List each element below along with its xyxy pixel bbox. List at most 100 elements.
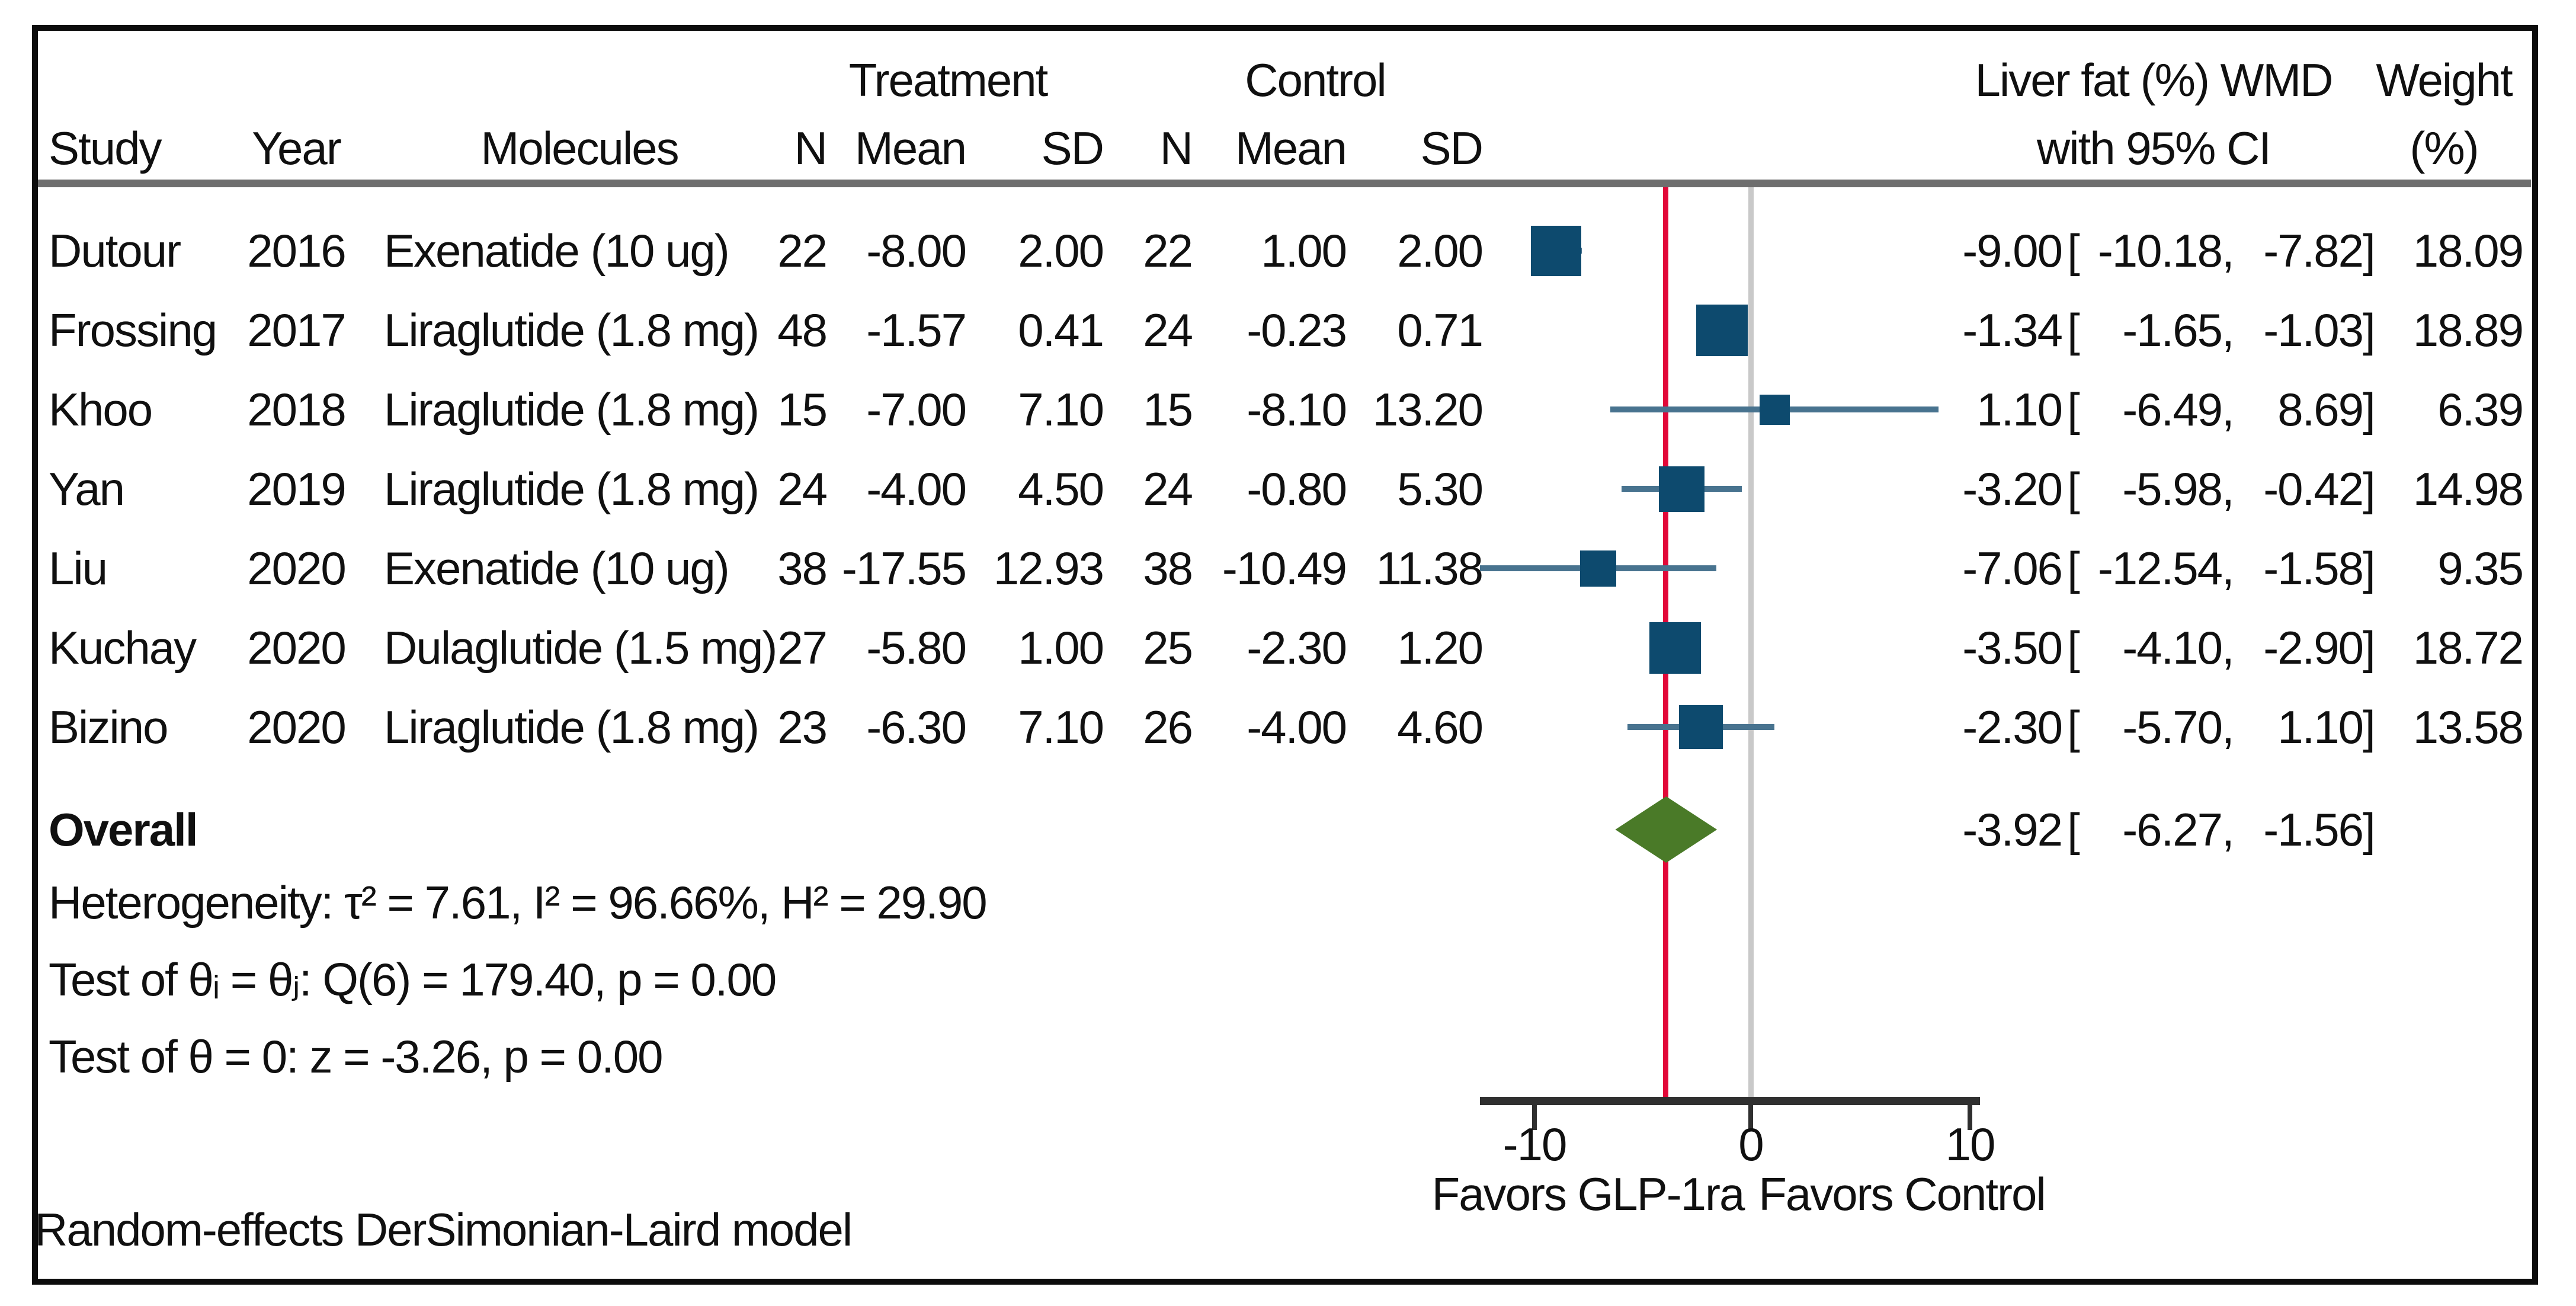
study-year: 2020 <box>247 701 347 753</box>
bracket-open: [ <box>2067 542 2080 594</box>
treatment-n: 15 <box>777 383 828 436</box>
study-estimate: -9.00 <box>1962 225 2063 277</box>
study-estimate: -2.30 <box>1962 701 2063 753</box>
study-name: Khoo <box>49 383 153 436</box>
study-molecule: Exenatide (10 ug) <box>384 225 730 277</box>
study-ci-low: -6.49 <box>2122 383 2223 436</box>
study-row: Dutour 2016 Exenatide (10 ug) 22 -8.00 2… <box>0 215 2576 286</box>
control-mean: -0.23 <box>1247 304 1347 356</box>
treatment-n: 38 <box>777 542 828 594</box>
study-row: Liu 2020 Exenatide (10 ug) 38 -17.55 12.… <box>0 533 2576 604</box>
treatment-sd: 4.50 <box>1018 463 1104 515</box>
overall-estimate-ci: -3.92 [ -6.27 , -1.56 ] <box>1934 794 2391 865</box>
study-name: Yan <box>49 463 125 515</box>
study-row: Bizino 2020 Liraglutide (1.8 mg) 23 -6.3… <box>0 692 2576 763</box>
study-ci-low: -1.65 <box>2122 304 2223 356</box>
control-n: 15 <box>1143 383 1193 436</box>
figure-border <box>32 25 2538 1285</box>
control-n: 22 <box>1143 225 1193 277</box>
overall-estimate: -3.92 <box>1962 804 2063 856</box>
bracket-close: ] <box>2363 383 2376 436</box>
overall-ci-low: -6.27 <box>2122 804 2223 856</box>
study-estimate-ci: -3.50 [ -4.10 , -2.90 ] <box>1934 612 2391 683</box>
bracket-close: ] <box>2363 463 2376 515</box>
study-molecule: Liraglutide (1.8 mg) <box>384 383 760 436</box>
study-weight: 14.98 <box>2412 463 2524 515</box>
control-mean: -2.30 <box>1247 622 1347 674</box>
study-ci-high: 1.10 <box>2277 701 2364 753</box>
study-year: 2017 <box>247 304 347 356</box>
treatment-sd: 7.10 <box>1018 383 1104 436</box>
treatment-n: 27 <box>777 622 828 674</box>
bracket-close: ] <box>2363 542 2376 594</box>
study-weight: 18.09 <box>2412 225 2524 277</box>
control-mean: -4.00 <box>1247 701 1347 753</box>
bracket-open: [ <box>2067 225 2080 277</box>
control-mean: -8.10 <box>1247 383 1347 436</box>
study-estimate-ci: -2.30 [ -5.70 , 1.10 ] <box>1934 692 2391 763</box>
comma: , <box>2222 383 2235 436</box>
study-ci-high: 8.69 <box>2277 383 2364 436</box>
study-ci-low: -10.18 <box>2097 225 2223 277</box>
study-name: Dutour <box>49 225 181 277</box>
bracket-open: [ <box>2067 463 2080 515</box>
treatment-sd: 0.41 <box>1018 304 1104 356</box>
control-sd: 0.71 <box>1397 304 1484 356</box>
study-estimate: -3.50 <box>1962 622 2063 674</box>
treatment-mean: -6.30 <box>866 701 967 753</box>
col-header-mean-treatment: Mean <box>854 122 967 174</box>
study-estimate-ci: -3.20 [ -5.98 , -0.42 ] <box>1934 453 2391 524</box>
heterogeneity-stats: Heterogeneity: τ² = 7.61, I² = 96.66%, H… <box>49 876 988 929</box>
treatment-n: 24 <box>777 463 828 515</box>
study-row: Khoo 2018 Liraglutide (1.8 mg) 15 -7.00 … <box>0 374 2576 445</box>
effect-header-line1: Liver fat (%) WMD <box>1975 54 2333 106</box>
bracket-open: [ <box>2067 304 2080 356</box>
study-row: Yan 2019 Liraglutide (1.8 mg) 24 -4.00 4… <box>0 453 2576 524</box>
control-n: 24 <box>1143 304 1193 356</box>
effect-square-marker <box>1531 226 1581 276</box>
test-z-stats: Test of θ = 0: z = -3.26, p = 0.00 <box>49 1030 664 1083</box>
overall-row: Overall -3.92 [ -6.27 , -1.56 ] <box>0 794 2576 865</box>
treatment-n: 23 <box>777 701 828 753</box>
test-q-stats: Test of θᵢ = θⱼ: Q(6) = 179.40, p = 0.00 <box>49 953 777 1006</box>
study-weight: 9.35 <box>2437 542 2524 594</box>
x-axis-label-10: 10 <box>1945 1118 1996 1170</box>
col-header-study: Study <box>49 122 162 174</box>
study-ci-high: -7.82 <box>2263 225 2364 277</box>
study-weight: 13.58 <box>2412 701 2524 753</box>
treatment-mean: -17.55 <box>841 542 967 594</box>
x-axis-tick-10 <box>1968 1104 1972 1130</box>
study-year: 2020 <box>247 622 347 674</box>
col-header-n-treatment: N <box>794 122 828 174</box>
col-header-mean-control: Mean <box>1235 122 1347 174</box>
header-separator-rule <box>38 180 2531 187</box>
bracket-open: [ <box>2067 622 2080 674</box>
study-estimate: -1.34 <box>1962 304 2063 356</box>
favors-left-label: Favors GLP-1ra <box>1431 1168 1745 1220</box>
effect-square-marker <box>1649 622 1701 674</box>
bracket-close: ] <box>2363 622 2376 674</box>
comma: , <box>2222 304 2235 356</box>
study-name: Frossing <box>49 304 217 356</box>
study-row: Frossing 2017 Liraglutide (1.8 mg) 48 -1… <box>0 295 2576 366</box>
effect-square-marker <box>1659 466 1704 512</box>
comma: , <box>2222 542 2235 594</box>
effect-header-line2: with 95% CI <box>2036 122 2271 174</box>
treatment-sd: 12.93 <box>993 542 1104 594</box>
control-sd: 1.20 <box>1397 622 1484 674</box>
group-header-treatment: Treatment <box>848 54 1049 106</box>
control-sd: 13.20 <box>1372 383 1484 436</box>
x-axis-label-neg10: -10 <box>1502 1118 1568 1170</box>
overall-ci-high: -1.56 <box>2263 804 2364 856</box>
weight-header-line1: Weight <box>2376 54 2513 106</box>
favors-right-label: Favors Control <box>1758 1168 2046 1220</box>
bracket-open: [ <box>2067 701 2080 753</box>
study-ci-low: -12.54 <box>2097 542 2223 594</box>
study-year: 2016 <box>247 225 347 277</box>
study-ci-high: -0.42 <box>2263 463 2364 515</box>
x-axis-label-0: 0 <box>1738 1118 1764 1170</box>
treatment-mean: -7.00 <box>866 383 967 436</box>
bracket-close: ] <box>2363 225 2376 277</box>
study-estimate: -3.20 <box>1962 463 2063 515</box>
study-estimate-ci: -9.00 [ -10.18 , -7.82 ] <box>1934 215 2391 286</box>
